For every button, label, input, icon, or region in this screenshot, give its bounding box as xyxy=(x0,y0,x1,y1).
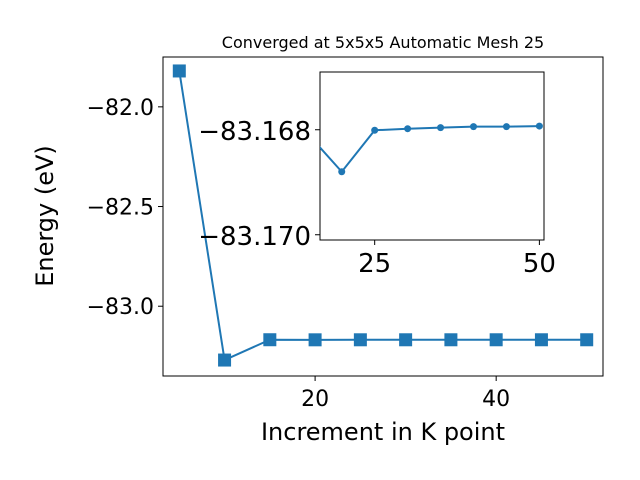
data-point-marker xyxy=(263,333,277,347)
main-y-ticks: −82.0 −82.5 −83.0 xyxy=(87,96,163,320)
inset-y-tick-label: −83.170 xyxy=(198,222,311,252)
inset-data-point-marker xyxy=(404,125,412,133)
inset-y-tick-label: −83.168 xyxy=(198,117,311,147)
data-point-marker xyxy=(218,353,232,367)
inset-x-ticks: 25 50 xyxy=(358,240,556,279)
inset-data-point-marker xyxy=(338,168,346,176)
inset-data-point-marker xyxy=(437,124,445,132)
y-tick-label: −83.0 xyxy=(87,295,154,320)
series-line xyxy=(178,70,587,362)
inset-data-point-marker xyxy=(371,126,379,134)
data-point-marker xyxy=(534,333,548,347)
inset-plot-background xyxy=(319,71,545,241)
y-tick-label: −82.0 xyxy=(87,96,154,121)
data-point-marker xyxy=(308,333,322,347)
inset-data-point-marker xyxy=(470,123,478,131)
y-tick-label: −82.5 xyxy=(87,196,154,221)
data-point-marker xyxy=(172,64,186,78)
data-point-marker xyxy=(580,333,594,347)
data-point-marker xyxy=(399,333,413,347)
main-x-ticks: 20 40 xyxy=(301,376,510,412)
x-axis-label: Increment in K point xyxy=(261,418,505,446)
inset-x-tick-label: 25 xyxy=(358,249,391,279)
data-point-marker xyxy=(444,333,458,347)
chart-title: Converged at 5x5x5 Automatic Mesh 25 xyxy=(222,33,544,52)
data-point-marker xyxy=(353,333,367,347)
inset-series-line xyxy=(320,125,540,174)
x-tick-label: 20 xyxy=(301,387,329,412)
inset-data-point-marker xyxy=(502,123,510,131)
x-tick-label: 40 xyxy=(482,387,510,412)
inset-y-ticks: −83.170 −83.168 xyxy=(198,117,320,252)
main-series xyxy=(172,64,594,367)
inset-x-tick-label: 50 xyxy=(523,249,556,279)
main-plot-frame xyxy=(162,56,604,377)
data-point-marker xyxy=(489,333,503,347)
y-axis-label: Energy (eV) xyxy=(31,145,59,287)
inset-data-point-marker xyxy=(535,122,543,130)
inset-series xyxy=(320,122,543,176)
